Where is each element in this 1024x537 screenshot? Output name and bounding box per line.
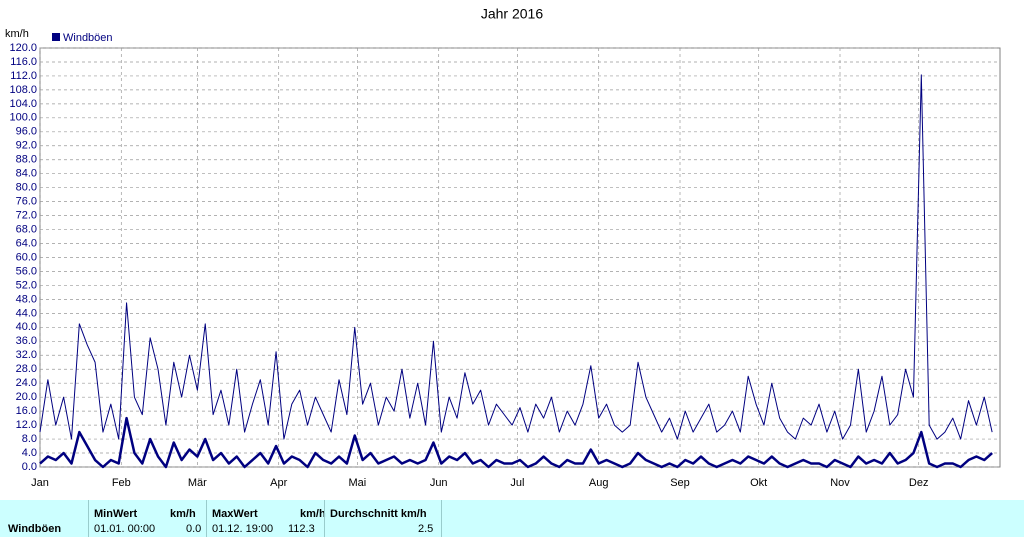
x-tick-label: Jan [31, 477, 49, 489]
separator [88, 500, 89, 537]
x-tick-label: Okt [750, 477, 767, 489]
cell: 2.5 [418, 523, 434, 535]
y-tick-label: 92.0 [16, 140, 37, 152]
header: km/h [300, 508, 326, 520]
x-tick-label: Nov [830, 477, 850, 489]
legend-label: Windböen [63, 32, 113, 44]
y-tick-label: 44.0 [16, 307, 37, 319]
y-tick-label: 36.0 [16, 335, 37, 347]
y-tick-label: 40.0 [16, 321, 37, 333]
y-tick-label: 104.0 [9, 98, 37, 110]
header: MaxWert [212, 508, 258, 520]
separator [324, 500, 325, 537]
y-tick-label: 96.0 [16, 126, 37, 138]
y-tick-label: 56.0 [16, 265, 37, 277]
y-tick-label: 64.0 [16, 237, 37, 249]
cell: 0.0 [186, 523, 202, 535]
chart-title: Jahr 2016 [481, 6, 543, 22]
line [39, 416, 993, 469]
row-label: Windböen [8, 523, 62, 535]
y-tick-label: 20.0 [16, 391, 37, 403]
y-axis-label: km/h [5, 28, 29, 40]
header: km/h [170, 508, 196, 520]
x-tick-label: Mai [349, 477, 367, 489]
x-tick-label: Mär [188, 477, 207, 489]
x-tick-label: Sep [670, 477, 690, 489]
y-tick-label: 120.0 [9, 42, 37, 54]
x-tick-label: Aug [589, 477, 609, 489]
header: Durchschnitt km/h [330, 508, 427, 520]
y-tick-label: 76.0 [16, 196, 37, 208]
y-tick-label: 108.0 [9, 84, 37, 96]
y-tick-label: 32.0 [16, 349, 37, 361]
y-tick-label: 88.0 [16, 154, 37, 166]
cell: 112.3 [288, 523, 315, 535]
y-tick-label: 0.0 [22, 461, 37, 473]
cell: 01.12. 19:00 [212, 523, 274, 535]
header: MinWert [94, 508, 138, 520]
x-tick-label: Apr [270, 477, 287, 489]
separator [441, 500, 442, 537]
y-tick-label: 28.0 [16, 363, 37, 375]
chart: Jahr 2016 km/h 0.0 4.0 8.0 12.0 16.0 20.0 24.0… [5, 6, 1001, 489]
y-tick-label: 4.0 [22, 447, 37, 459]
y-tick-label: 48.0 [16, 293, 37, 305]
separator [206, 500, 207, 537]
y-tick-label: 52.0 [16, 279, 37, 291]
y-tick-label: 12.0 [16, 419, 37, 431]
y-tick-label: 24.0 [16, 377, 37, 389]
x-tick-label: Jun [430, 477, 448, 489]
y-tick-label: 100.0 [9, 112, 37, 124]
stats-table: Windböen MinWert km/h 01.01. 00:00 0.0 M… [0, 500, 1024, 537]
y-tick-label: 116.0 [10, 56, 37, 68]
legend-swatch [52, 33, 60, 41]
y-tick-label: 68.0 [16, 223, 37, 235]
y-tick-label: 84.0 [16, 168, 37, 180]
y-tick-label: 8.0 [22, 433, 37, 445]
x-tick-label: Feb [112, 477, 131, 489]
y-tick-label: 112.0 [10, 70, 37, 82]
y-tick-label: 72.0 [16, 210, 37, 222]
x-tick-label: Jul [510, 477, 524, 489]
y-tick-label: 60.0 [16, 251, 37, 263]
line [39, 74, 993, 440]
cell: 01.01. 00:00 [94, 523, 156, 535]
y-tick-label: 80.0 [16, 182, 37, 194]
y-tick-label: 16.0 [16, 405, 37, 417]
x-tick-label: Dez [909, 477, 929, 489]
